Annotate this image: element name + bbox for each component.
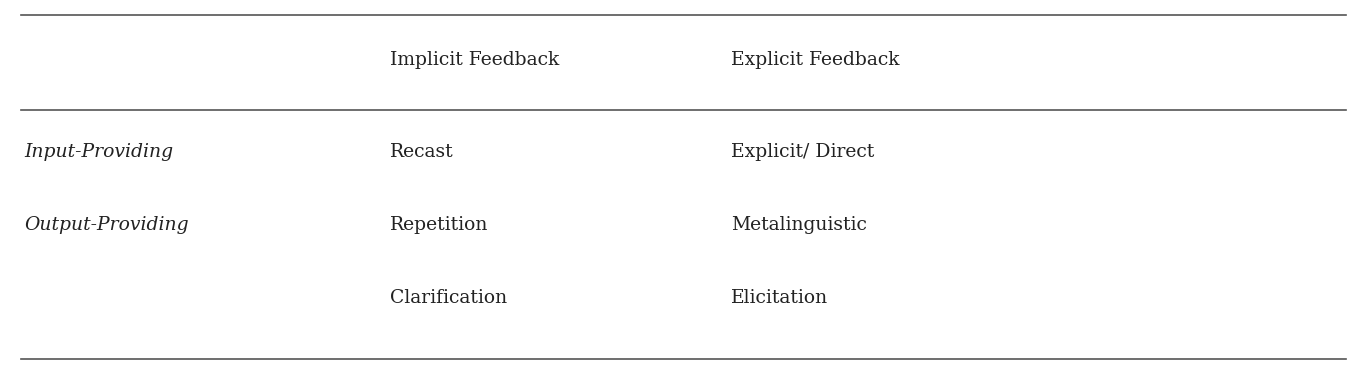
- Text: Elicitation: Elicitation: [731, 289, 828, 307]
- Text: Recast: Recast: [390, 143, 454, 161]
- Text: Clarification: Clarification: [390, 289, 507, 307]
- Text: Output-Providing: Output-Providing: [25, 216, 189, 234]
- Text: Input-Providing: Input-Providing: [25, 143, 174, 161]
- Text: Metalinguistic: Metalinguistic: [731, 216, 867, 234]
- Text: Repetition: Repetition: [390, 216, 488, 234]
- Text: Implicit Feedback: Implicit Feedback: [390, 51, 559, 70]
- Text: Explicit/ Direct: Explicit/ Direct: [731, 143, 875, 161]
- Text: Explicit Feedback: Explicit Feedback: [731, 51, 899, 70]
